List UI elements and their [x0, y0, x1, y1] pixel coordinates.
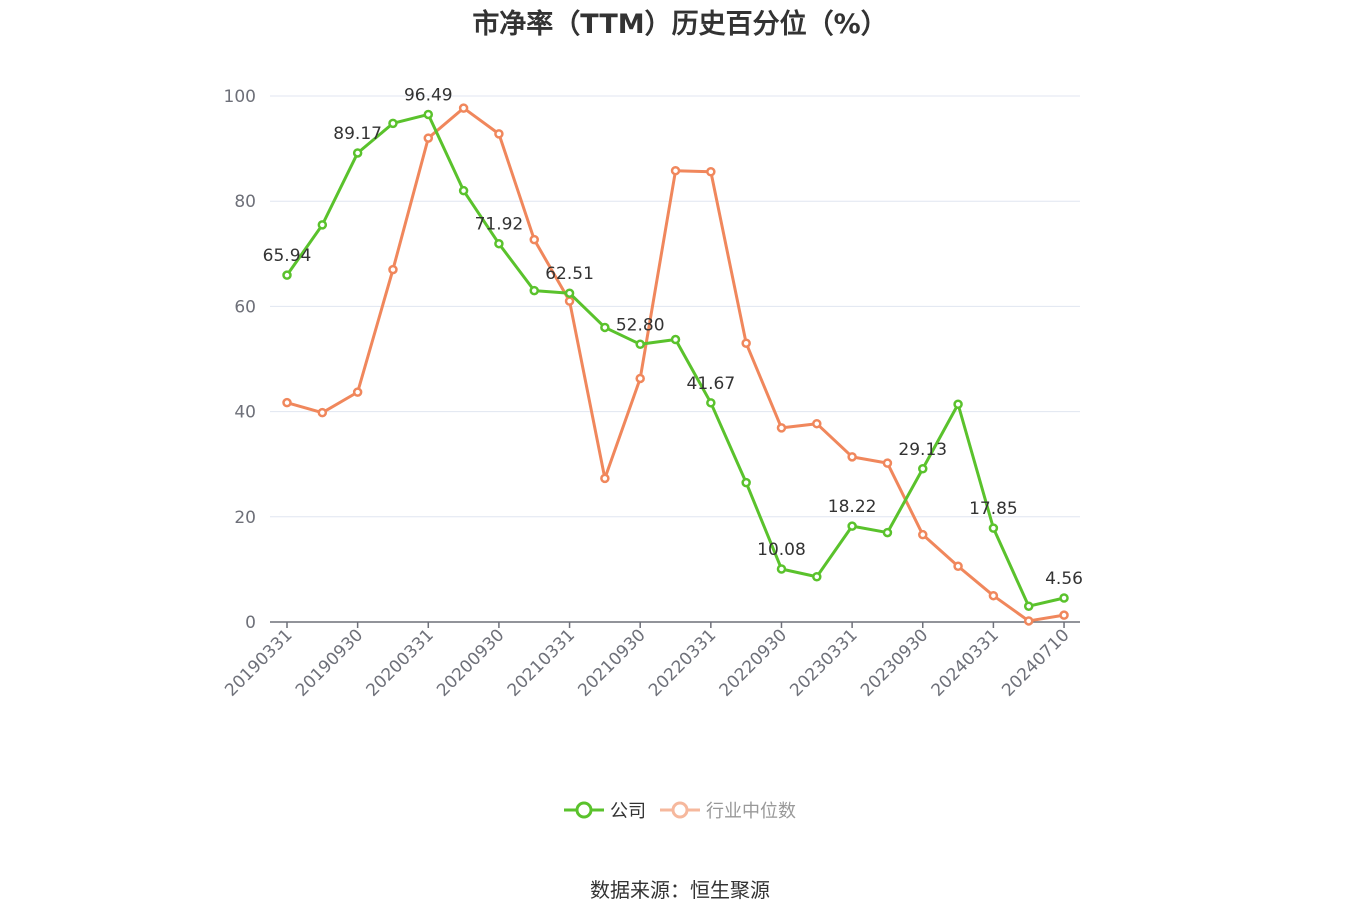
legend-company-label: 公司 [610, 801, 646, 822]
x-tick-label: 20230331 [786, 625, 861, 700]
company-point [706, 398, 716, 408]
company-point [388, 118, 398, 129]
industry-point [317, 407, 328, 418]
x-tick-label: 20220930 [716, 625, 791, 700]
x-tick-label: 20190331 [221, 625, 296, 700]
x-tick-label: 20230930 [857, 625, 932, 700]
company-data-label: 62.51 [545, 264, 594, 284]
industry-point [776, 423, 787, 433]
legend-company-line-icon [564, 801, 604, 819]
company-point [529, 285, 539, 296]
x-tick-label: 20210930 [574, 625, 649, 700]
company-point [988, 523, 999, 533]
company-data-label: 18.22 [828, 497, 877, 517]
company-point [494, 238, 504, 249]
y-tick-label: 40 [234, 403, 256, 423]
company-data-label: 52.80 [616, 315, 665, 335]
company-point [317, 220, 328, 230]
company-data-label: 10.08 [757, 540, 806, 560]
legend: 公司 行业中位数 [0, 797, 1360, 823]
company-data-label: 65.94 [263, 246, 312, 266]
grid-lines [270, 95, 1080, 518]
industry-point [600, 473, 610, 484]
industry-point [706, 166, 716, 177]
legend-industry-line-icon [660, 801, 700, 819]
company-point [670, 334, 681, 345]
legend-item-company[interactable]: 公司 [564, 797, 646, 823]
company-point [882, 527, 893, 538]
legend-item-industry[interactable]: 行业中位数 [660, 797, 796, 823]
x-tick-label: 20240331 [928, 625, 1003, 700]
company-point [635, 339, 645, 350]
industry-point [635, 373, 645, 384]
company-point [458, 185, 469, 196]
industry-point [282, 397, 292, 408]
x-tick-label: 20200331 [362, 625, 437, 700]
company-point [953, 399, 963, 409]
industry-point [423, 133, 434, 143]
company-point [423, 109, 434, 120]
company-data-label: 89.17 [333, 124, 382, 144]
company-point [282, 270, 292, 280]
industry-point [847, 452, 857, 462]
industry-point [882, 458, 893, 468]
company-point [776, 564, 787, 574]
industry-point [529, 234, 539, 245]
legend-industry-label: 行业中位数 [706, 801, 796, 822]
industry-point [670, 165, 681, 176]
company-point [600, 322, 610, 333]
industry-point [918, 529, 928, 540]
company-point [564, 288, 575, 298]
industry-series-line [286, 106, 1065, 623]
y-tick-label: 80 [234, 192, 256, 212]
company-data-label: 41.67 [687, 374, 736, 394]
y-tick-label: 100 [224, 87, 256, 107]
company-data-label: 17.85 [969, 499, 1018, 519]
chart-title: 市净率（TTM）历史百分位（%） [472, 9, 888, 40]
industry-point [812, 418, 822, 429]
industry-point [494, 129, 504, 139]
company-point [1023, 601, 1034, 611]
industry-point [1059, 610, 1069, 620]
data-labels: 65.94 89.17 96.49 71.92 62.51 52.80 41.67 10.08… [263, 85, 1083, 589]
industry-point [953, 561, 963, 571]
industry-point [388, 264, 398, 275]
company-point [352, 148, 363, 158]
x-tick-label: 20240710 [998, 625, 1073, 700]
company-point [812, 572, 822, 582]
industry-point [352, 387, 363, 397]
x-tick-label: 20200930 [433, 625, 508, 700]
industry-point [458, 103, 469, 113]
company-data-label: 4.56 [1045, 569, 1083, 589]
y-tick-label: 0 [245, 613, 256, 633]
data-source: 数据来源：恒生聚源 [590, 878, 770, 902]
company-data-label: 29.13 [898, 440, 947, 460]
company-point [847, 521, 857, 531]
company-data-label: 71.92 [475, 215, 524, 235]
y-tick-label: 60 [234, 297, 256, 317]
x-tick-label: 20190930 [292, 625, 367, 700]
industry-point [1023, 616, 1034, 626]
series-layer [282, 103, 1069, 626]
company-point [918, 464, 928, 474]
industry-point [564, 296, 575, 306]
x-tick-label: 20210331 [504, 625, 579, 700]
industry-point [741, 338, 751, 348]
x-tick-label: 20220331 [645, 625, 720, 700]
y-tick-label: 20 [234, 508, 256, 528]
industry-point [988, 590, 999, 601]
company-data-label: 96.49 [404, 85, 453, 105]
company-point [1059, 593, 1069, 603]
axes: 0 20 40 60 80 100 2019033120190930202003312020… [221, 87, 1080, 701]
company-point [741, 477, 751, 488]
company-series-line [285, 112, 1065, 608]
